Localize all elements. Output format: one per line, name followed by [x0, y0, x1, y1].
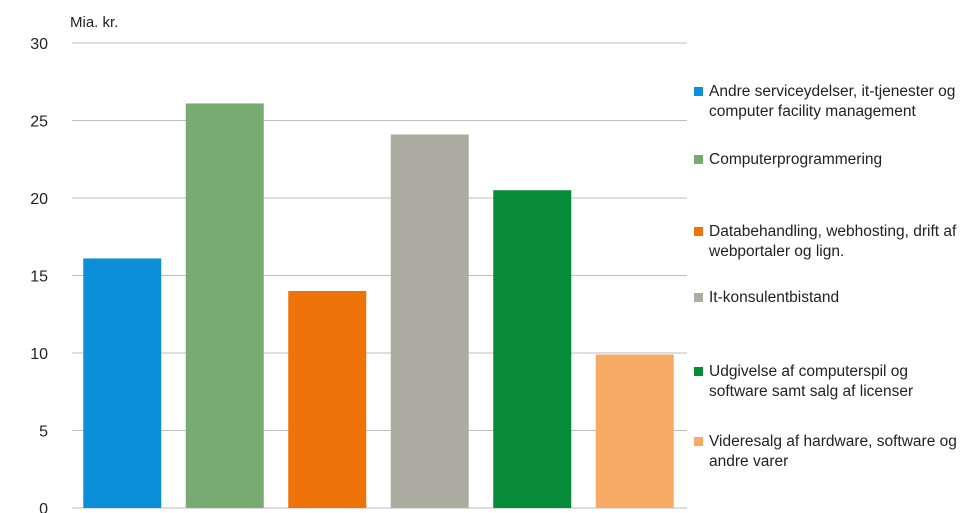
- bar: [390, 134, 469, 508]
- legend-swatch: [694, 293, 703, 302]
- y-unit-label: Mia. kr.: [70, 14, 118, 31]
- y-tick-label: 25: [30, 114, 48, 131]
- y-axis-ticks: 0 5 10 15 20 25 30: [30, 36, 48, 513]
- y-tick-label: 0: [39, 501, 48, 513]
- gridlines: [72, 42, 687, 509]
- legend-swatch: [694, 437, 703, 446]
- legend-label: Computerprogrammering: [709, 151, 883, 168]
- legend-swatch: [694, 367, 703, 376]
- bar: [185, 103, 264, 508]
- legend-item: Andre serviceydelser, it-tjenester og co…: [694, 82, 969, 122]
- legend-item: Videresalg af hardware, software og andr…: [694, 432, 969, 472]
- legend-item: Databehandling, webhosting, drift af web…: [694, 222, 969, 262]
- legend-item: It-konsulentbistand: [694, 288, 969, 308]
- legend-item: Computerprogrammering: [694, 150, 969, 170]
- legend-swatch: [694, 155, 703, 164]
- legend-item: Udgivelse af computerspil og software sa…: [694, 362, 969, 402]
- y-tick-label: 20: [30, 191, 48, 208]
- legend-swatch: [694, 87, 703, 96]
- bar: [493, 190, 572, 508]
- y-tick-label: 10: [30, 346, 48, 363]
- y-tick-label: 5: [39, 424, 48, 441]
- bar: [595, 354, 674, 508]
- bar: [83, 258, 162, 508]
- legend-label: It-konsulentbistand: [709, 289, 840, 306]
- legend-swatch: [694, 227, 703, 236]
- legend-label: Databehandling, webhosting, drift af web…: [709, 223, 957, 260]
- y-tick-label: 30: [30, 36, 48, 53]
- legend-label: Andre serviceydelser, it-tjenester og co…: [709, 83, 956, 120]
- y-tick-label: 15: [30, 269, 48, 286]
- legend-label: Udgivelse af computerspil og software sa…: [709, 363, 914, 400]
- bars: [83, 103, 674, 508]
- bar: [288, 291, 367, 508]
- legend-label: Videresalg af hardware, software og andr…: [709, 433, 957, 470]
